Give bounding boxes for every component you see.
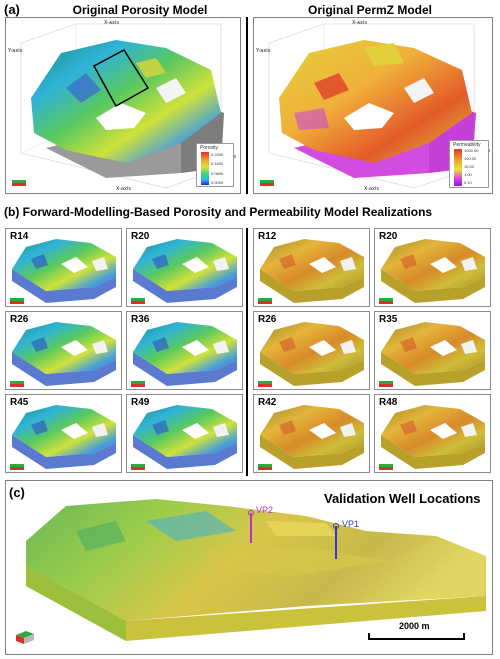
realization-3d-view [381,239,485,303]
orientation-arrow-icon [260,180,274,186]
realization-label: R36 [131,314,150,325]
realization-label: R45 [10,397,29,408]
panel-b-title: Forward-Modelling-Based Porosity and Per… [22,205,433,219]
realization-3d-view [133,322,237,386]
realization-3d-view [260,405,364,469]
permz-model-panel: X-axis Y-axis X-axis Y-axis Permeability… [253,17,493,194]
realization-label: R42 [258,397,277,408]
realization-3d-view [133,405,237,469]
permz-model-3d-view [268,23,476,189]
realization-label: R35 [379,314,398,325]
orientation-arrow-icon [131,298,145,304]
porosity-tick-3: 0.0000 [211,180,224,185]
well-label-vp1: VP1 [342,519,360,529]
realization-label: R12 [258,231,277,242]
orientation-arrow-icon [379,381,393,387]
perm-realization-tile: R48 [374,394,491,473]
permeability-colorbar [454,149,462,186]
orientation-arrow-icon [379,464,393,470]
realization-label: R26 [258,314,277,325]
porosity-realization-tile: R14 [5,228,122,307]
perm-tick-4: 0.10 [464,180,472,185]
porosity-tick-2: 0.0800 [211,171,224,176]
orientation-arrow-icon [258,298,272,304]
x-axis-label-top: X-axis [104,20,119,26]
perm-tick-3: 1.00 [464,172,472,177]
porosity-realization-tile: R49 [126,394,243,473]
panel-a-divider [246,17,248,194]
realization-label: R26 [10,314,29,325]
orientation-arrow-icon [258,381,272,387]
y-axis-label-left: Y-axis [8,48,23,54]
validation-title: Validation Well Locations [324,491,481,506]
perm-y-axis-label-left: Y-axis [256,48,271,54]
perm-realization-tile: R35 [374,311,491,390]
scale-bar-label: 2000 m [399,621,430,631]
porosity-tick-1: 0.1600 [211,161,224,166]
validation-3d-view [26,499,486,641]
orientation-arrow-icon [10,298,24,304]
porosity-model-title: Original Porosity Model [72,3,208,17]
perm-x-axis-label-top: X-axis [352,20,367,26]
orientation-box-icon [16,631,34,644]
realization-label: R20 [131,231,150,242]
porosity-legend: Porosity 0.2400 0.1600 0.0800 0.0000 [196,143,234,187]
orientation-arrow-icon [258,464,272,470]
perm-x-axis-label-bottom: X-axis [364,186,379,192]
realization-3d-view [12,405,116,469]
realization-label: R49 [131,397,150,408]
porosity-model-panel: X-axis Y-axis X-axis Y-axis Porosity 0.2… [5,17,241,194]
panel-b-divider [246,228,248,476]
realization-3d-view [260,239,364,303]
perm-tick-2: 10.00 [464,164,475,169]
orientation-arrow-icon [10,464,24,470]
orientation-arrow-icon [131,464,145,470]
perm-tick-1: 100.00 [464,156,477,161]
realization-3d-view [12,322,116,386]
perm-realization-tile: R12 [253,228,370,307]
porosity-legend-title: Porosity [200,145,219,151]
realization-3d-view [260,322,364,386]
orientation-arrow-icon [131,381,145,387]
permeability-legend-title: Permeability [453,142,481,148]
permeability-legend: Permeability 1000.00 100.00 10.00 1.00 0… [449,140,489,188]
realization-3d-view [381,405,485,469]
porosity-realization-tile: R45 [5,394,122,473]
porosity-realization-tile: R20 [126,228,243,307]
perm-realization-tile: R20 [374,228,491,307]
realization-3d-view [133,239,237,303]
orientation-arrow-icon [10,381,24,387]
validation-panel: (c) Validation Well Locations VP2 VP1 20… [5,480,493,655]
realization-label: R20 [379,231,398,242]
panel-c-label: (c) [9,485,25,500]
porosity-colorbar [201,152,209,185]
perm-tick-0: 1000.00 [464,148,479,153]
porosity-tick-0: 0.2400 [211,152,224,157]
panel-a-label: (a) [4,2,20,17]
realization-label: R48 [379,397,398,408]
panel-b-label: (b) [4,205,20,219]
realization-3d-view [381,322,485,386]
well-label-vp2: VP2 [256,505,274,515]
perm-realization-tile: R42 [253,394,370,473]
orientation-arrow-icon [379,298,393,304]
x-axis-label-bottom: X-axis [116,186,131,192]
permz-model-title: Original PermZ Model [307,3,433,17]
porosity-realization-tile: R26 [5,311,122,390]
realization-3d-view [12,239,116,303]
orientation-arrow-icon [12,180,26,186]
realization-label: R14 [10,231,29,242]
perm-realization-tile: R26 [253,311,370,390]
porosity-realization-tile: R36 [126,311,243,390]
panel-b-header: (b) Forward-Modelling-Based Porosity and… [4,205,432,219]
